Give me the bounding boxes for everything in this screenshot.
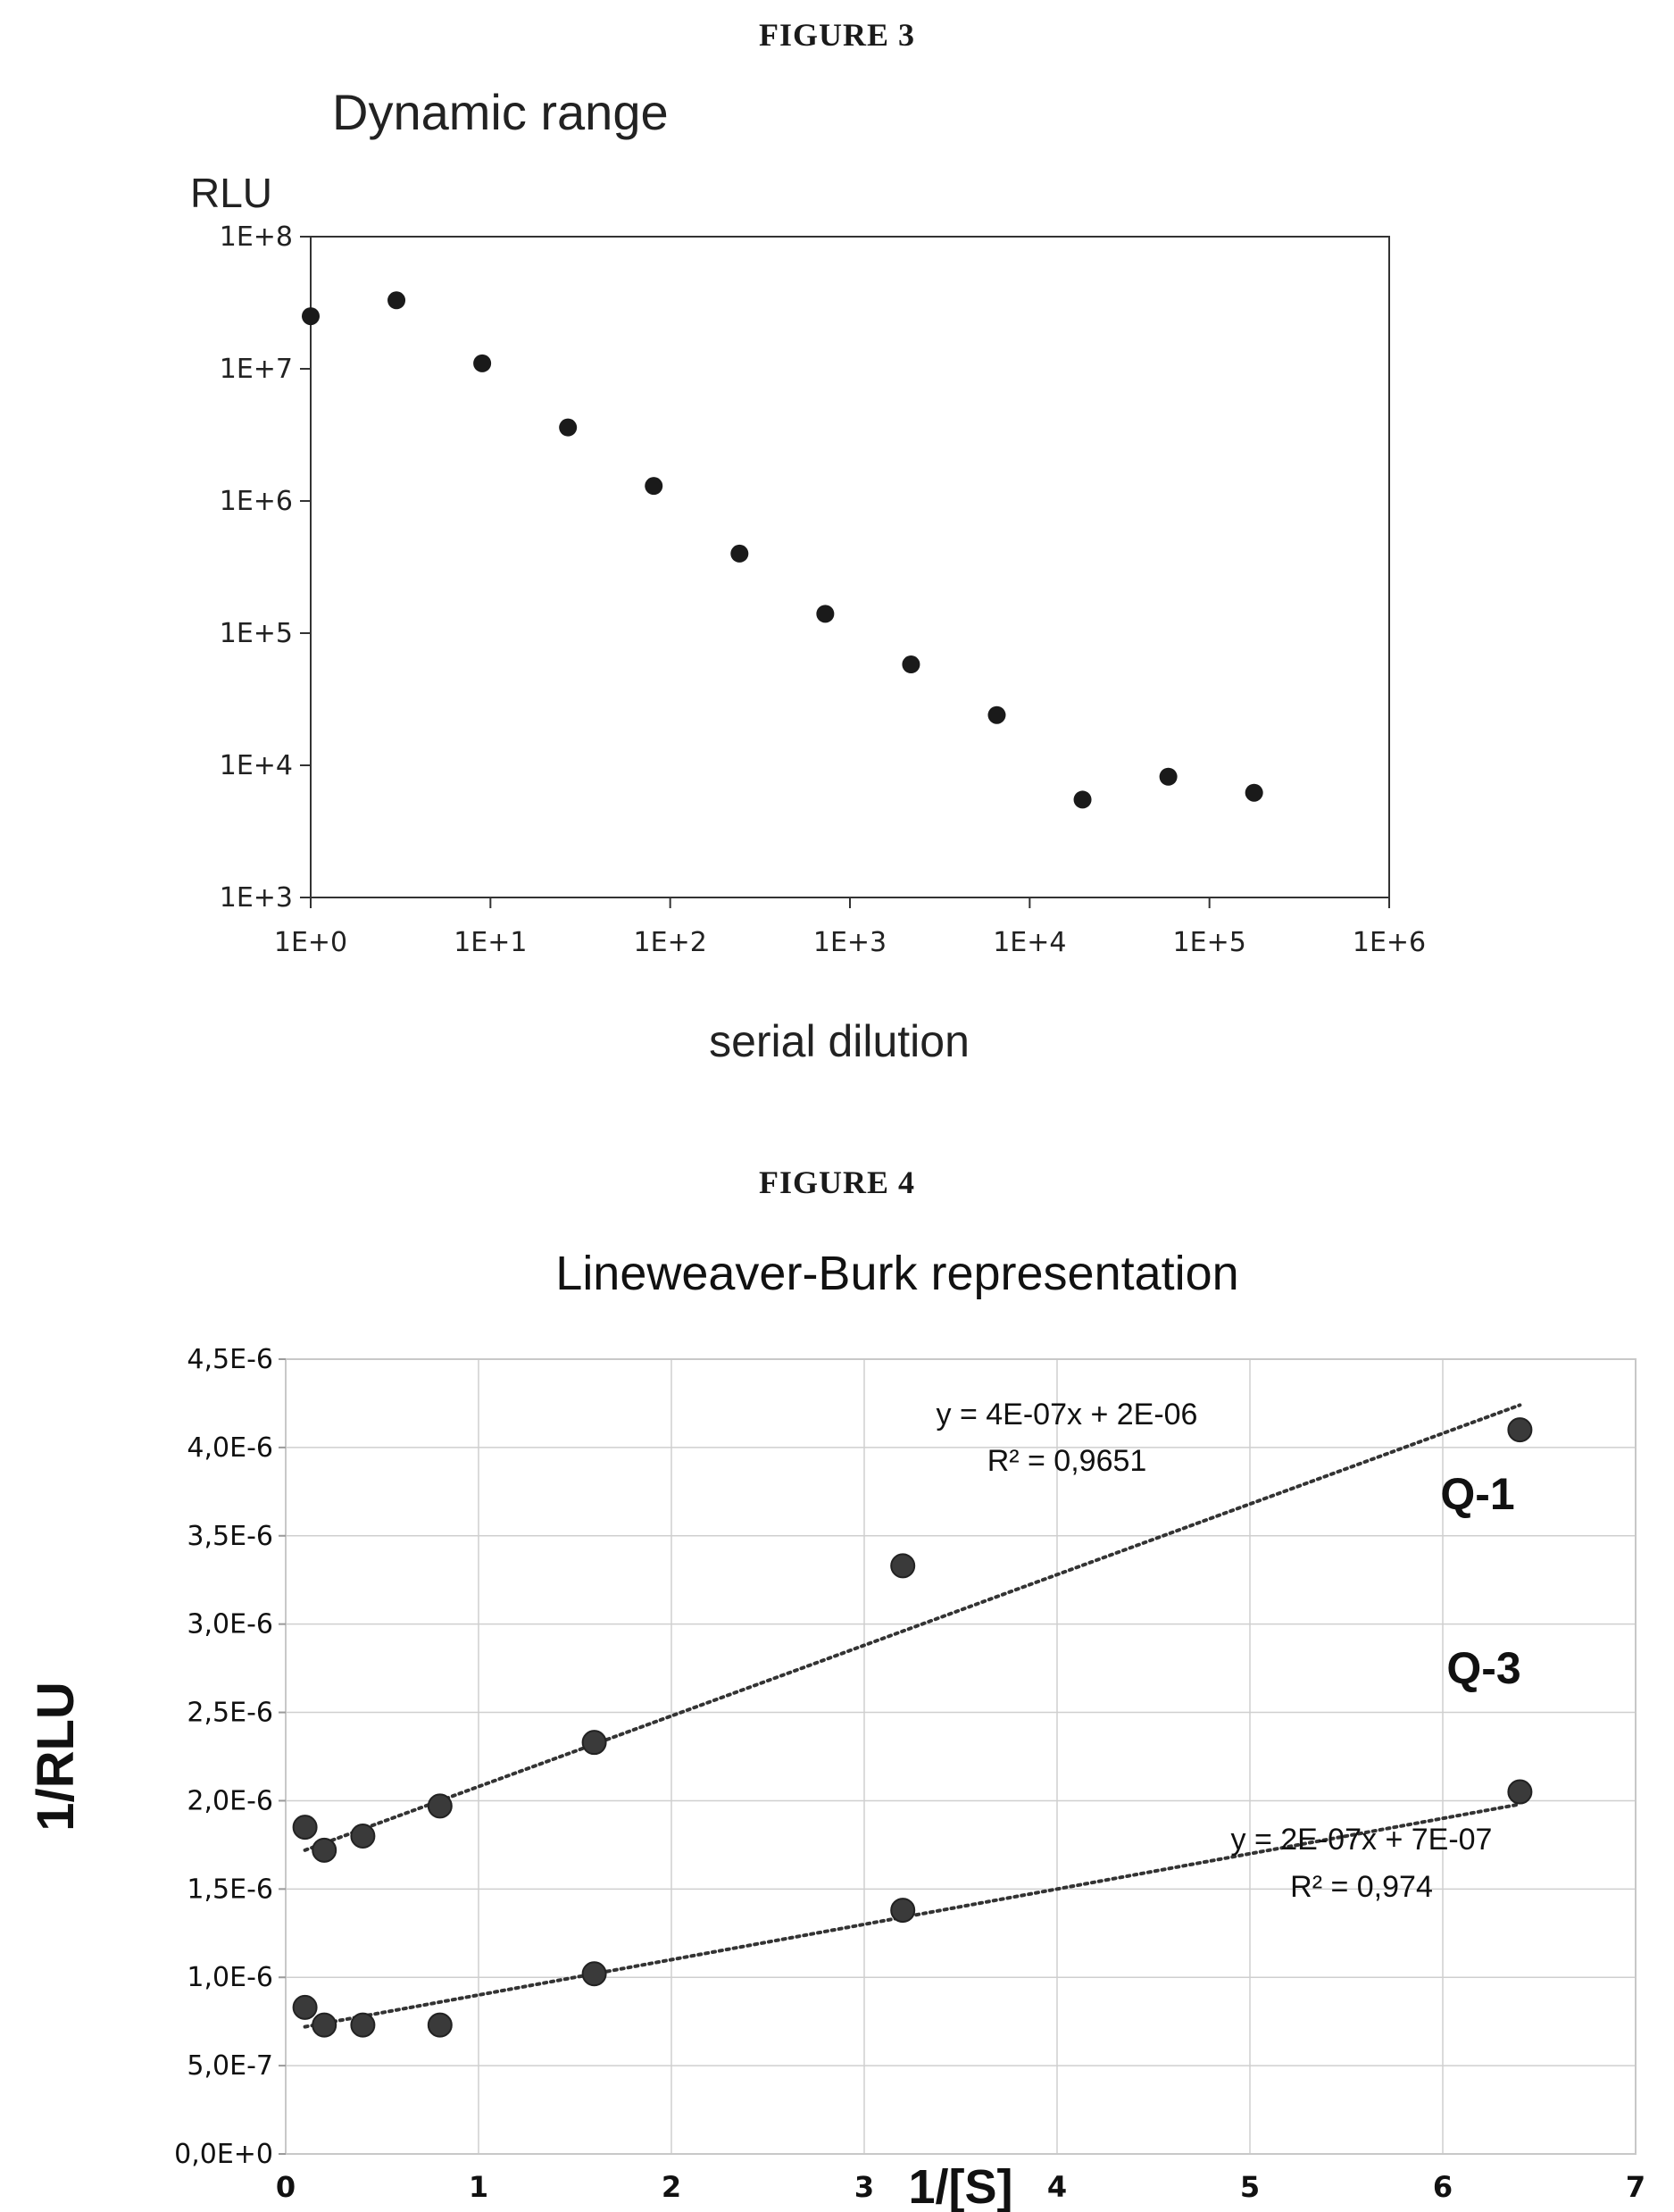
- y-tick-label: 1E+3: [220, 882, 293, 914]
- data-point-q-1: [312, 1837, 337, 1863]
- data-point: [559, 418, 578, 437]
- data-point-q-1: [581, 1730, 607, 1756]
- y-tick-label: 1E+5: [220, 618, 293, 649]
- data-point-q-1: [292, 1815, 318, 1841]
- plot-area-frame: [285, 1358, 1637, 2155]
- y-tick-label: 3,5E-6: [187, 1521, 273, 1552]
- data-point-q-3: [1507, 1779, 1533, 1805]
- y-tick-label: 2,0E-6: [187, 1785, 273, 1816]
- x-tick-label: 3: [854, 2170, 874, 2204]
- data-point-q-1: [427, 1793, 453, 1819]
- lineweaver-burk-chart: Lineweaver-Burk representation 0,0E+0 5,0…: [27, 1247, 1645, 2212]
- data-point: [1073, 790, 1092, 809]
- y-axis-label: RLU: [190, 170, 272, 216]
- data-point: [816, 605, 835, 623]
- x-tick-label: 5: [1240, 2170, 1260, 2204]
- y-tick-label: 1E+4: [220, 750, 293, 781]
- y-tick-label: 5,0E-7: [187, 2050, 273, 2082]
- data-point: [730, 544, 749, 563]
- x-axis-label: 1/[S]: [908, 2160, 1012, 2212]
- x-tick-label: 1E+6: [1353, 927, 1426, 958]
- x-tick-label: 0: [276, 2170, 296, 2204]
- series-label-q-1: Q-1: [1440, 1469, 1514, 1519]
- x-tick-label: 1: [469, 2170, 488, 2204]
- y-tick-label: 1E+7: [220, 354, 293, 385]
- data-point: [645, 477, 663, 496]
- x-tick-label: 1E+0: [274, 927, 347, 958]
- data-point-q-3: [581, 1961, 607, 1987]
- data-point: [1159, 767, 1178, 786]
- y-tick-label: 1E+6: [220, 486, 293, 517]
- x-tick-label: 1E+1: [454, 927, 527, 958]
- equation-q-3: y = 2E-07x + 7E-07: [1231, 1823, 1493, 1857]
- data-point-q-3: [890, 1898, 916, 1924]
- data-point: [473, 354, 492, 372]
- x-tick-label: 2: [662, 2170, 681, 2204]
- data-points: [292, 1417, 1533, 2038]
- trendline-q-1: [303, 1403, 1522, 1852]
- x-tick-label: 1E+5: [1173, 927, 1246, 958]
- y-tick-label: 1E+8: [220, 221, 293, 253]
- x-tick-label: 4: [1047, 2170, 1067, 2204]
- r-squared-q-1: R² = 0,9651: [987, 1444, 1147, 1478]
- data-point-q-3: [350, 2012, 376, 2038]
- data-point: [987, 705, 1006, 724]
- data-point-q-3: [427, 2012, 453, 2038]
- y-tick-label: 1,0E-6: [187, 1962, 273, 1993]
- data-point-q-1: [1507, 1417, 1533, 1443]
- data-point-q-1: [890, 1553, 916, 1579]
- y-tick-label: 0,0E+0: [174, 2139, 273, 2170]
- x-tick-label: 1E+3: [813, 927, 887, 958]
- data-point: [902, 655, 920, 674]
- data-point: [1245, 783, 1263, 802]
- trendlines: [303, 1403, 1522, 2029]
- y-tick-label: 1,5E-6: [187, 1874, 273, 1905]
- figure-3-caption: FIGURE 3: [758, 17, 915, 53]
- data-point: [302, 307, 320, 326]
- y-axis-label: 1/RLU: [27, 1682, 85, 1832]
- x-axis-ticks: 1E+0 1E+1 1E+2 1E+3 1E+4 1E+5 1E+6: [274, 897, 1426, 958]
- y-tick-label: 2,5E-6: [187, 1698, 273, 1729]
- chart-title: Dynamic range: [332, 84, 669, 140]
- y-axis-ticks: 0,0E+0 5,0E-7 1,0E-6 1,5E-6 2,0E-6 2,5E-6 3,0E…: [174, 1344, 286, 2170]
- data-point-q-3: [312, 2012, 337, 2038]
- y-tick-label: 4,5E-6: [187, 1344, 273, 1375]
- plot-area-frame: [310, 236, 1390, 898]
- equation-q-1: y = 4E-07x + 2E-06: [937, 1398, 1198, 1432]
- gridlines: [286, 1358, 1637, 2154]
- y-tick-label: 3,0E-6: [187, 1609, 273, 1640]
- x-tick-label: 1E+2: [634, 927, 707, 958]
- figure-4-caption: FIGURE 4: [758, 1164, 915, 1200]
- series-label-q-3: Q-3: [1446, 1643, 1520, 1693]
- data-point-q-1: [350, 1824, 376, 1849]
- data-points: [302, 291, 1263, 809]
- y-axis-ticks: 1E+3 1E+4 1E+5 1E+6 1E+7 1E+8: [220, 221, 311, 914]
- data-point: [387, 291, 406, 310]
- y-tick-label: 4,0E-6: [187, 1432, 273, 1464]
- x-tick-label: 7: [1626, 2170, 1645, 2204]
- x-tick-label: 6: [1433, 2170, 1453, 2204]
- x-axis-label: serial dilution: [709, 1016, 970, 1066]
- chart-title: Lineweaver-Burk representation: [555, 1247, 1238, 1300]
- dynamic-range-chart: Dynamic range RLU 1E+31E+41E+51E+61E+71E…: [190, 84, 1426, 1066]
- x-tick-label: 1E+4: [993, 927, 1066, 958]
- r-squared-q-3: R² = 0,974: [1290, 1870, 1433, 1904]
- x-axis-ticks: 0 1 2 3 4 5 6 7: [276, 2170, 1645, 2204]
- data-point-q-3: [292, 1994, 318, 2020]
- annotations: y = 4E-07x + 2E-06 R² = 0,9651 Q-1 Q-3 y = 2…: [937, 1398, 1521, 1904]
